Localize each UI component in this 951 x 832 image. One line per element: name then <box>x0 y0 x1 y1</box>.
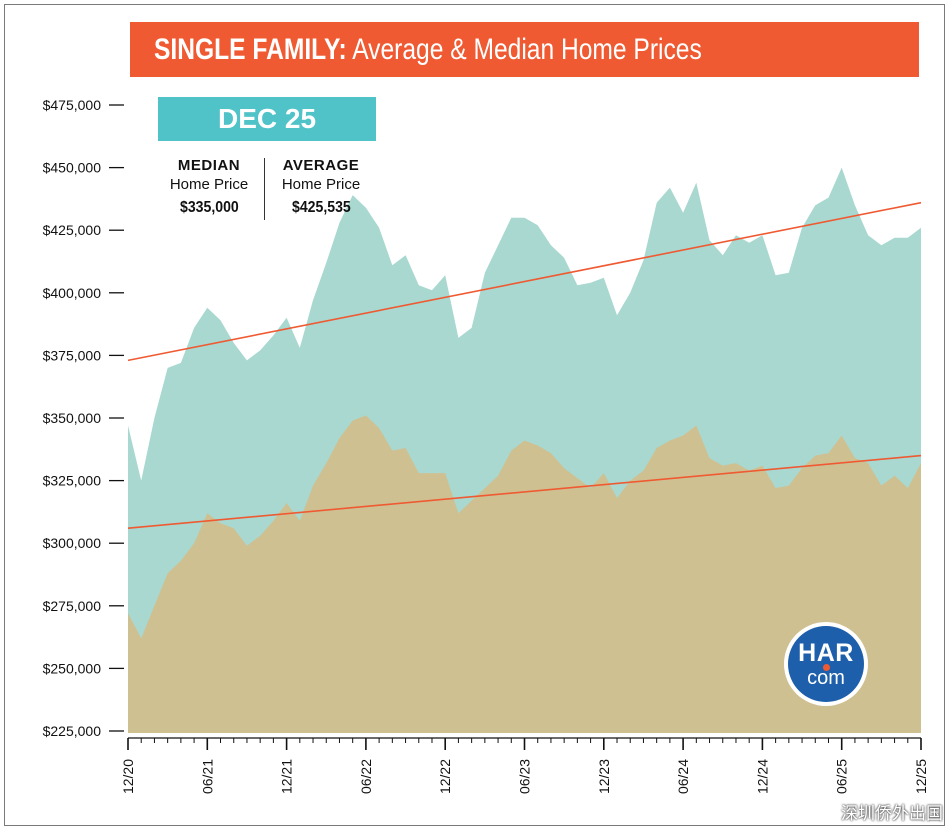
x-tick-label: 06/22 <box>358 759 374 794</box>
average-stat: AVERAGE Home Price $425,535 <box>268 156 374 217</box>
median-stat-subtitle: Home Price <box>169 176 249 193</box>
chart-title-rest: Average & Median Home Prices <box>346 32 702 66</box>
y-tick-label: $225,000 <box>43 723 102 739</box>
y-tick-label: $425,000 <box>43 222 102 238</box>
x-tick-label: 06/25 <box>834 759 850 794</box>
median-price-area <box>128 415 921 733</box>
x-tick-label: 12/25 <box>913 759 929 794</box>
y-tick-label: $350,000 <box>43 410 102 426</box>
median-trendline <box>127 454 922 529</box>
median-stat-title: MEDIAN <box>177 157 241 174</box>
chart-title-bold: SINGLE FAMILY: <box>154 32 347 66</box>
har-logo: HAR com <box>784 622 868 706</box>
x-tick-label: 06/21 <box>199 759 215 794</box>
chart-frame <box>4 4 945 826</box>
y-tick-label: $450,000 <box>43 160 102 176</box>
har-logo-text: HAR <box>798 639 854 667</box>
har-logo-circle: HAR com <box>788 626 864 702</box>
average-stat-value: $425,535 <box>291 199 351 216</box>
plot-area <box>127 167 922 734</box>
y-tick-label: $275,000 <box>43 598 102 614</box>
x-tick-label: 06/24 <box>675 759 691 794</box>
x-tick-label: 12/21 <box>279 759 295 794</box>
x-tick-label: 12/24 <box>754 759 770 794</box>
stat-divider <box>264 158 265 220</box>
median-stat: MEDIAN Home Price $335,000 <box>158 156 260 217</box>
average-stat-title: AVERAGE <box>282 157 360 174</box>
axes: $225,000 $250,000 $275,000 $300,000 $325,000… <box>43 97 929 794</box>
chart-title: SINGLE FAMILY: Average & Median Home Pri… <box>154 33 702 67</box>
y-tick-label: $400,000 <box>43 285 102 301</box>
average-trendline <box>127 201 922 362</box>
y-tick-label: $300,000 <box>43 535 102 551</box>
y-tick-label: $475,000 <box>43 97 102 113</box>
period-badge: DEC 25 <box>158 97 376 141</box>
har-logo-com: com <box>807 667 845 689</box>
y-tick-label: $375,000 <box>43 347 102 363</box>
watermark: 深圳侨外出国 <box>841 804 943 824</box>
x-tick-label: 12/20 <box>120 759 136 794</box>
x-tick-label: 12/22 <box>437 759 453 794</box>
chart-title-bar: SINGLE FAMILY: Average & Median Home Pri… <box>130 22 919 77</box>
average-stat-subtitle: Home Price <box>281 176 361 193</box>
y-tick-label: $325,000 <box>43 473 102 489</box>
median-stat-value: $335,000 <box>179 199 239 216</box>
x-tick-label: 12/23 <box>596 759 612 794</box>
har-logo-dot <box>823 664 830 671</box>
y-tick-label: $250,000 <box>43 660 102 676</box>
x-tick-label: 06/23 <box>517 759 533 794</box>
